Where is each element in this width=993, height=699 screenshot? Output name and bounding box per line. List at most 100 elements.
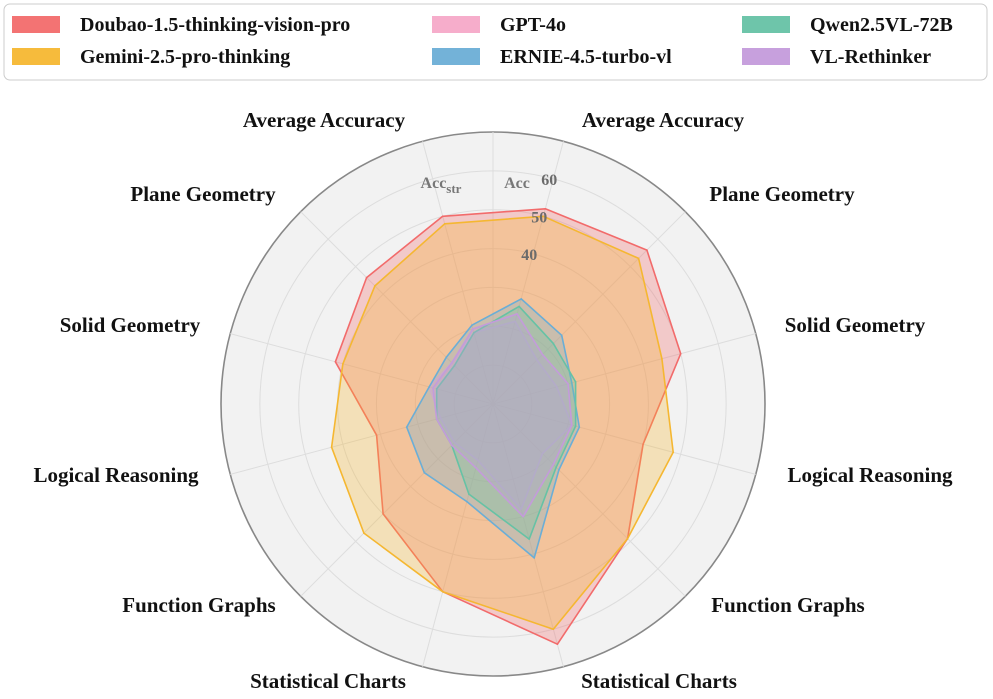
legend-swatch-4 [742,16,790,33]
series-1-point-2 [661,357,663,360]
series-3-point-8 [405,426,408,428]
series-5-point-4 [552,463,555,466]
series-0-point-0 [544,208,547,210]
series-0-point-1 [646,249,648,251]
series-3-point-11 [471,324,473,327]
series-0-point-3 [642,443,644,446]
series-4-point-4 [555,466,557,469]
category-label-7: Function Graphs [122,593,275,617]
series-2-point-7 [453,441,456,444]
grid-spoke-3 [492,403,756,475]
series-2-point-6 [477,459,479,462]
series-3-point-0 [520,298,522,300]
legend-label-1: Gemini-2.5-pro-thinking [80,46,290,68]
series-2-point-5 [520,508,522,510]
category-label-3: Logical Reasoning [787,463,953,487]
grid-spoke-2 [492,333,756,405]
series-0-point-2 [679,352,682,355]
series-5-point-1 [541,353,544,356]
series-3-point-10 [445,356,448,359]
radar-labels: 40 50 60 Acc Accstr Average Accuracy Plane Geo… [33,108,953,693]
category-label-9: Solid Geometry [60,313,201,337]
series-3-point-1 [560,334,563,337]
legend-label-4: Qwen2.5VL-72B [810,14,953,36]
category-label-2: Solid Geometry [785,313,926,337]
series-3-point-9 [428,386,431,388]
series-5-point-5 [522,515,524,518]
grid-spoke-1 [492,211,686,405]
series-5-point-3 [571,424,573,426]
grid-spoke-8 [230,403,494,475]
series-5-point-9 [432,387,434,389]
radar-series [330,208,682,646]
series-5-point-2 [567,383,569,385]
category-label-0: Average Accuracy [582,108,745,132]
series-2-point-8 [439,417,442,419]
series-3-point-3 [578,426,581,428]
series-3-point-7 [423,471,426,474]
legend-label-2: GPT-4o [500,14,566,36]
series-1-point-8 [330,446,333,449]
series-4-point-9 [435,388,438,390]
series-1-point-10 [374,285,376,287]
series-4-point-5 [528,538,530,540]
legend: Doubao-1.5-thinking-vision-pro Gemini-2.5… [3,3,988,81]
category-label-10: Plane Geometry [130,182,276,206]
radial-tick-50: 50 [531,209,547,226]
legend-label-3: ERNIE-4.5-turbo-vl [500,46,672,68]
category-label-11: Average Accuracy [243,108,406,132]
series-5-point-7 [451,444,453,447]
category-label-5: Statistical Charts [581,669,737,693]
ring-label-acc-str: Accstr [421,175,462,196]
legend-swatch-5 [742,48,790,65]
series-3-point-6 [466,500,468,503]
series-0-point-9 [334,361,337,363]
series-4-point-2 [574,381,577,383]
series-1-point-11 [443,223,446,225]
series-5-point-11 [472,328,474,330]
series-4-point-0 [518,305,520,308]
grid-spoke-6 [422,403,494,667]
grid-spoke-11 [422,141,494,405]
legend-label-5: VL-Rethinker [810,46,931,68]
radial-tick-60: 60 [541,172,557,189]
series-4-point-6 [468,493,470,495]
category-label-6: Statistical Charts [250,669,406,693]
category-label-4: Function Graphs [711,593,864,617]
series-5-point-8 [435,418,438,420]
series-0-point-10 [365,276,368,279]
radial-tick-40: 40 [521,247,537,264]
series-1-point-9 [342,363,344,365]
series-0-point-8 [375,434,378,437]
grid-spoke-10 [300,211,494,405]
series-4-point-3 [574,425,577,427]
ring-label-acc: Acc [504,175,530,192]
series-0-point-5 [556,643,559,645]
series-4-point-11 [473,331,475,334]
grid-spoke-5 [492,403,564,667]
series-5-point-6 [475,467,477,469]
series-4-point-1 [552,342,555,345]
series-1-point-1 [637,257,640,260]
grid-spoke-9 [230,333,494,405]
legend-swatch-1 [12,48,60,65]
legend-swatch-0 [12,16,60,33]
series-5-point-10 [451,362,453,364]
series-3-point-5 [533,557,535,559]
legend-swatch-3 [432,48,480,65]
legend-swatch-2 [432,16,480,33]
series-2-point-0 [514,320,516,323]
series-3-point-2 [571,382,573,384]
series-4-point-10 [453,364,456,367]
series-2-point-4 [541,452,544,455]
series-0-point-7 [382,513,384,515]
series-1-point-6 [441,590,444,593]
series-3-point-4 [558,469,560,471]
category-label-8: Logical Reasoning [33,463,199,487]
series-1-point-3 [672,451,674,454]
category-label-1: Plane Geometry [709,182,855,206]
series-2-point-2 [556,386,558,388]
grid-spoke-4 [492,403,686,597]
series-1-point-4 [626,537,629,540]
